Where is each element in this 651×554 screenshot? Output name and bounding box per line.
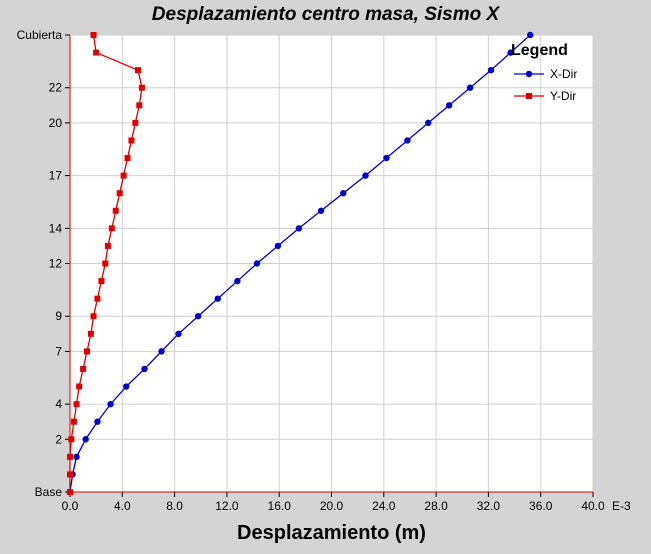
data-point [120,172,127,179]
data-point [70,418,77,425]
data-point [404,137,411,144]
legend-entry: Y-Dir [550,89,576,103]
x-tick-label: 32.0 [477,499,501,513]
data-point [194,313,202,320]
legend-title: Legend [511,42,568,59]
data-point [112,207,119,214]
data-point [253,260,261,267]
legend-entry: X-Dir [550,67,577,81]
data-point [175,330,182,338]
data-point [67,489,73,495]
data-point [340,189,347,197]
data-point [274,242,282,250]
data-point [132,119,139,126]
x-axis-title: Desplazamiento (m) [237,522,426,544]
y-tick-label: 14 [49,221,63,235]
x-tick-label: 28.0 [424,499,448,513]
data-point [98,278,105,285]
data-point [383,154,390,162]
data-point [93,49,100,56]
legend-marker [525,70,533,78]
y-tick-label: 2 [55,432,62,446]
data-point [104,242,111,249]
data-point [90,313,97,320]
y-tick-label: 7 [55,344,62,358]
y-tick-label: 17 [49,169,63,183]
x-tick-label: 36.0 [529,499,553,513]
y-tick-label: 4 [55,397,62,411]
data-point [82,436,89,443]
data-point [116,190,123,197]
data-point [73,401,80,408]
data-point [123,383,130,390]
data-point [108,225,115,232]
y-tick-label: 22 [49,81,63,95]
data-point [68,436,75,443]
data-point [425,119,432,127]
data-point [94,418,101,425]
data-point [362,172,369,179]
x-tick-label: 0.0 [62,499,79,513]
x-tick-label: 40.0 [581,499,605,513]
data-point [76,383,83,390]
data-point [87,330,94,337]
data-point [214,295,221,302]
x-scale-label: E-3 [612,499,631,513]
legend-marker [526,93,532,99]
data-point [67,453,73,460]
data-point [67,471,73,478]
chart-title: Desplazamiento centro masa, Sismo X [151,4,500,25]
data-point [507,49,514,56]
data-point [124,155,131,162]
data-point [141,365,148,373]
data-point [83,348,90,355]
data-point [90,32,97,38]
x-tick-label: 24.0 [372,499,396,513]
data-point [107,400,114,408]
data-point [136,102,143,109]
y-tick-label: 20 [49,116,63,130]
y-tick-label: Cubierta [17,28,63,42]
x-tick-label: 20.0 [320,499,344,513]
data-point [487,66,495,74]
data-point [466,84,474,91]
data-point [102,260,109,267]
data-point [527,31,534,39]
data-point [73,453,80,461]
data-point [138,84,145,91]
data-point [158,348,165,355]
data-point [234,277,241,285]
y-tick-label: 9 [55,309,62,323]
x-tick-label: 8.0 [166,499,183,513]
x-tick-label: 4.0 [114,499,131,513]
x-tick-label: 16.0 [268,499,292,513]
data-point [80,365,87,372]
data-point [94,295,101,302]
y-tick-label: Base [35,485,63,499]
y-tick-label: 12 [49,257,63,271]
data-point [295,225,303,232]
x-tick-label: 12.0 [215,499,239,513]
data-point [128,137,135,144]
data-point [134,67,141,74]
data-point [445,102,453,109]
data-point [317,207,325,214]
